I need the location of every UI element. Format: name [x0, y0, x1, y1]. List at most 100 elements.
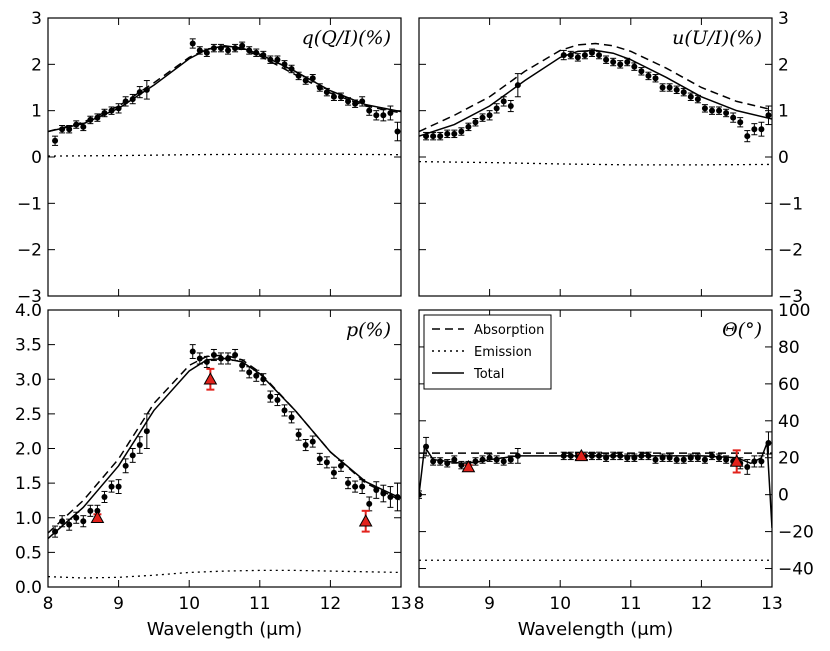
data-point — [730, 114, 737, 121]
data-point — [239, 362, 246, 369]
x-tick-label: 10 — [178, 594, 200, 614]
x-tick-label: 13 — [390, 594, 412, 614]
data-point — [253, 372, 260, 379]
data-point — [751, 458, 758, 465]
data-point — [596, 452, 603, 459]
data-point — [281, 407, 288, 414]
data-point — [472, 458, 479, 465]
x-tick-label: 8 — [43, 594, 54, 614]
data-point — [610, 452, 617, 459]
data-point — [281, 61, 288, 68]
data-point — [708, 452, 715, 459]
data-point — [423, 133, 430, 140]
x-tick-label: 9 — [113, 594, 124, 614]
panel-frame — [47, 309, 402, 588]
data-point — [260, 52, 267, 59]
data-point — [631, 454, 638, 461]
y-tick-label: 100 — [778, 301, 810, 321]
data-point — [723, 109, 730, 116]
data-point — [129, 96, 136, 103]
data-point — [588, 452, 595, 459]
data-point — [687, 93, 694, 100]
plot-area — [419, 42, 772, 166]
data-point — [716, 107, 723, 114]
data-point — [617, 452, 624, 459]
data-point — [337, 462, 344, 469]
data-point — [210, 45, 217, 52]
data-point — [737, 119, 744, 126]
data-point — [567, 452, 574, 459]
y-tick-label: 80 — [778, 338, 800, 358]
y-tick-label: 0 — [778, 486, 789, 506]
panel-u: 3 2 1 0 −1 −2 −3 u(U/I)(%) — [418, 9, 803, 307]
data-point — [451, 130, 458, 137]
data-point — [765, 439, 772, 446]
y-tick-label: 1.0 — [15, 509, 42, 529]
x-tick-label: 10 — [549, 594, 571, 614]
data-point — [514, 82, 521, 89]
data-point — [694, 454, 701, 461]
y-tick-label: −2 — [17, 241, 42, 261]
data-point — [673, 456, 680, 463]
data-point — [203, 49, 210, 56]
series-absorption-line — [419, 42, 772, 133]
data-point — [744, 463, 751, 470]
y-tick-label: 2.5 — [15, 405, 42, 425]
data-point — [652, 75, 659, 82]
data-point — [437, 458, 444, 465]
data-point — [225, 47, 232, 54]
data-point — [196, 47, 203, 54]
panel-title: Θ(°) — [722, 319, 762, 341]
data-point — [108, 107, 115, 114]
data-point — [352, 483, 359, 490]
data-point — [196, 355, 203, 362]
triangle-marker — [203, 372, 218, 385]
data-point — [596, 52, 603, 59]
data-point — [122, 98, 129, 105]
data-point — [101, 109, 108, 116]
series-emission-line — [419, 160, 772, 166]
data-point — [458, 462, 465, 469]
legend: Absorption Emission Total — [423, 314, 552, 390]
data-point — [217, 45, 224, 52]
data-point — [687, 454, 694, 461]
legend-label: Emission — [474, 345, 532, 360]
data-point — [567, 52, 574, 59]
data-point — [493, 456, 500, 463]
data-point — [94, 114, 101, 121]
data-point — [302, 442, 309, 449]
data-point — [330, 93, 337, 100]
panel-title: u(U/I)(%) — [672, 27, 762, 49]
triangle-marker — [729, 454, 744, 467]
y-tick-label: 4.0 — [15, 301, 42, 321]
data-point — [366, 107, 373, 114]
data-point — [680, 456, 687, 463]
y-tick-label: 20 — [778, 449, 800, 469]
data-point — [624, 59, 631, 66]
x-tick-label: 11 — [620, 594, 642, 614]
data-point — [87, 507, 94, 514]
data-point — [129, 452, 136, 459]
data-point — [560, 52, 567, 59]
data-point — [744, 133, 751, 140]
data-point — [309, 438, 316, 445]
y-tick-label: −3 — [17, 287, 42, 307]
y-tick-label: −1 — [778, 194, 803, 214]
y-tick-label: 60 — [778, 375, 800, 395]
data-point — [115, 105, 122, 112]
data-point — [507, 456, 514, 463]
data-point — [645, 452, 652, 459]
data-point — [610, 59, 617, 66]
data-point — [309, 75, 316, 82]
data-point — [430, 458, 437, 465]
data-point — [624, 454, 631, 461]
data-point — [493, 105, 500, 112]
legend-label: Total — [473, 367, 504, 382]
y-tick-label: 1.5 — [15, 474, 42, 494]
data-point — [680, 89, 687, 96]
data-point — [189, 348, 196, 355]
data-point — [652, 456, 659, 463]
data-point — [394, 493, 401, 500]
series-total-line — [419, 49, 772, 137]
data-point — [239, 42, 246, 49]
